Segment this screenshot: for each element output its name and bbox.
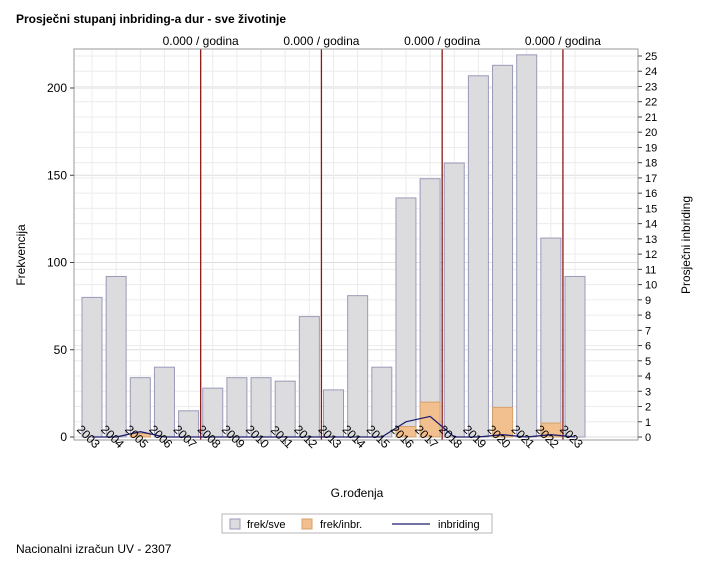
inbriding-polyline [92, 415, 576, 438]
bar-frek-sve-2022 [540, 237, 562, 438]
legend-label-frek-inbr: frek/inbr. [320, 519, 362, 531]
y2-tick-label: 5 [645, 356, 651, 368]
bar-frek-sve-2012 [298, 316, 320, 438]
y2-tick-label: 8 [645, 310, 651, 322]
y2-tick-label: 7 [645, 325, 651, 337]
footer-note: Nacionalni izračun UV - 2307 [16, 542, 172, 556]
y-axis-right: 0123456789101112131415161718192021222324… [638, 51, 657, 444]
y2-tick-label: 9 [645, 295, 651, 307]
reference-line-label: 0.000 / godina [404, 34, 480, 48]
bar-frek-inbr-2005 [129, 433, 151, 438]
y2-tick-label: 24 [645, 66, 657, 78]
y-tick-label: 100 [47, 256, 67, 270]
y2-tick-label: 17 [645, 173, 657, 185]
y2-tick-label: 6 [645, 341, 651, 353]
reference-lines: 0.000 / godina 0.000 / godina 0.000 / godi… [163, 34, 601, 440]
y2-tick-label: 23 [645, 81, 657, 93]
y2-tick-label: 22 [645, 97, 657, 109]
y-tick-label: 50 [54, 343, 68, 357]
legend-swatch-frek-inbr [301, 518, 313, 530]
bar-frek-inbr-2020 [492, 406, 514, 438]
legend-label-frek-sve: frek/sve [247, 519, 286, 531]
y2-tick-label: 3 [645, 386, 651, 398]
bar-frek-sve-2017 [419, 178, 441, 438]
bar-frek-inbr-2016 [395, 426, 417, 438]
bar-frek-inbr-2017 [419, 401, 441, 438]
y-axis-left: 0 50 100 150 200 [47, 81, 74, 444]
bars-frek-inbr [129, 401, 562, 438]
y2-tick-label: 13 [645, 234, 657, 246]
y2-tick-label: 12 [645, 249, 657, 261]
bar-frek-sve-2018 [443, 162, 465, 438]
chart-title: Prosječni stupanj inbriding-a dur - sve … [16, 12, 286, 26]
bar-frek-inbr-2022 [540, 422, 562, 438]
legend-box [221, 513, 493, 534]
y-tick-label: 150 [47, 168, 67, 182]
y2-tick-label: 0 [645, 432, 651, 444]
reference-line-label: 0.000 / godina [163, 34, 239, 48]
bar-frek-sve-2021 [516, 54, 538, 438]
legend-swatch-frek-sve [229, 518, 241, 530]
y-tick-label: 200 [47, 81, 67, 95]
y2-tick-label: 25 [645, 51, 657, 63]
y2-tick-label: 1 [645, 417, 651, 429]
legend: frek/sve frek/inbr. inbriding [221, 513, 493, 534]
bar-frek-sve-2020 [492, 64, 514, 438]
y2-tick-label: 11 [645, 264, 656, 276]
reference-line-label: 0.000 / godina [525, 34, 601, 48]
bar-frek-sve-2016 [395, 197, 417, 438]
bar-frek-sve-2023 [564, 275, 586, 438]
y2-tick-label: 2 [645, 402, 651, 414]
bars-frek-sve [81, 54, 586, 438]
y-axis-label: Frekvencija [14, 224, 28, 286]
y2-tick-label: 10 [645, 280, 657, 292]
bar-frek-sve-2004 [105, 275, 127, 438]
y-tick-label: 0 [60, 430, 67, 444]
inbriding-line [92, 415, 576, 438]
y2-tick-label: 19 [645, 142, 657, 154]
y2-tick-label: 20 [645, 127, 657, 139]
legend-label-inbriding: inbriding [438, 519, 480, 531]
y2-tick-label: 21 [645, 112, 657, 124]
reference-line-label: 0.000 / godina [283, 34, 359, 48]
y2-tick-label: 18 [645, 158, 657, 170]
bar-frek-sve-2014 [347, 295, 369, 438]
y2-tick-label: 16 [645, 188, 657, 200]
y2-tick-label: 4 [645, 371, 651, 383]
plot-frame [73, 48, 639, 441]
x-axis-label: G.rođenja [331, 486, 384, 500]
y2-tick-label: 14 [645, 219, 657, 231]
bar-frek-sve-2019 [467, 75, 489, 438]
bar-frek-sve-2003 [81, 296, 103, 438]
y2-axis-label: Prosječni inbriding [679, 196, 693, 294]
y2-tick-label: 15 [645, 203, 657, 215]
